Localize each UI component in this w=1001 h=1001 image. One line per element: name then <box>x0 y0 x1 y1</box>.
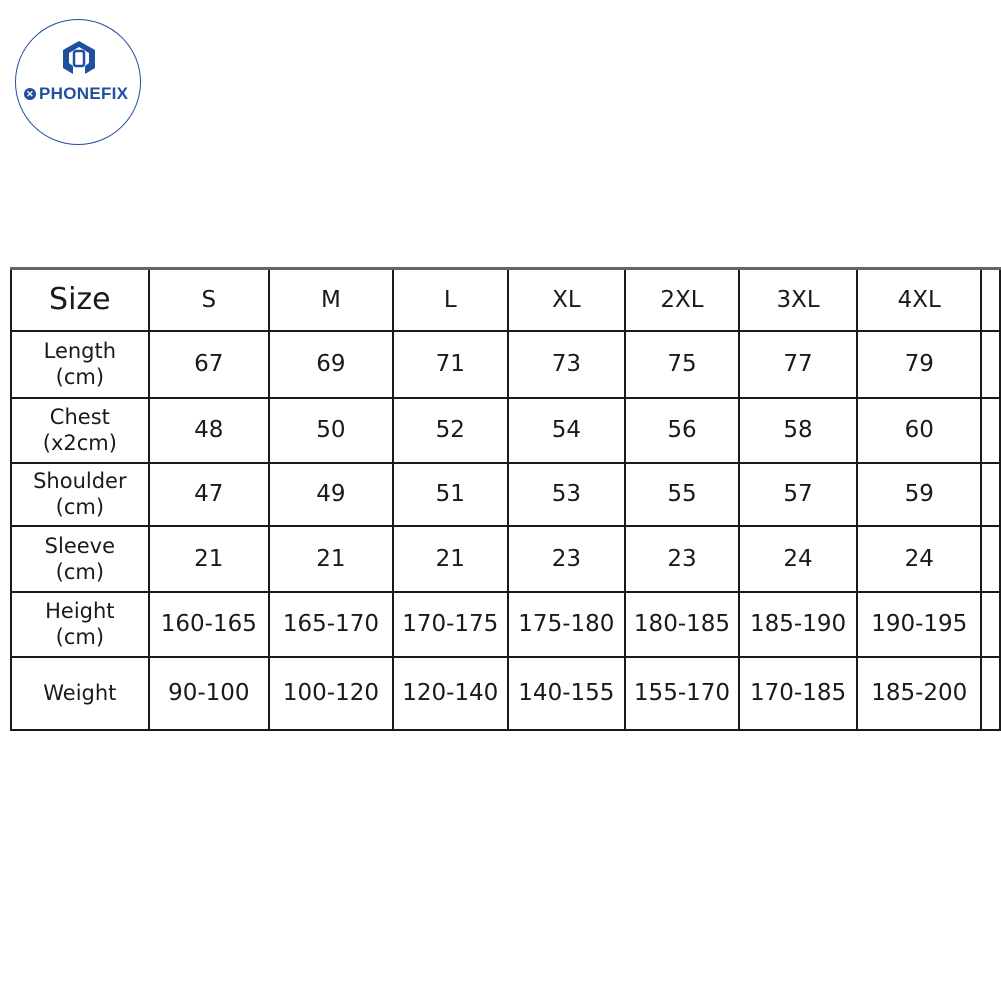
size-header-4XL: 4XL <box>856 267 983 332</box>
value-cell: 47 <box>147 461 270 527</box>
brand-name: PHONEFIX <box>39 84 129 103</box>
x-icon: ✕ <box>24 88 36 100</box>
row-label: Chest (x2cm) <box>10 396 150 464</box>
size-label: Size <box>10 267 150 332</box>
measure-name: Height <box>45 599 115 623</box>
measure-unit: (cm) <box>55 495 105 519</box>
size-chart-table: Size S M L XL 2XL 3XL 4XL Length (cm) 67 69 71 73 75 77… <box>10 267 1001 731</box>
cut-off-cell <box>980 396 1001 464</box>
value-cell: 21 <box>391 524 509 593</box>
value-cell: 170-185 <box>737 655 859 731</box>
value-cell: 23 <box>506 524 627 593</box>
cut-off-cell <box>980 267 1001 332</box>
value-cell: 165-170 <box>267 590 394 658</box>
value-cell: 79 <box>856 329 983 399</box>
value-cell: 21 <box>147 524 270 593</box>
phone-wrench-icon <box>63 41 95 74</box>
value-cell: 73 <box>506 329 627 399</box>
row-label: Sleeve (cm) <box>10 524 150 593</box>
value-cell: 51 <box>391 461 509 527</box>
value-cell: 175-180 <box>506 590 627 658</box>
phonefix-logo: ✕ PHONEFIX <box>15 19 141 145</box>
value-cell: 50 <box>267 396 394 464</box>
row-label: Shoulder (cm) <box>10 461 150 527</box>
value-cell: 24 <box>737 524 859 593</box>
size-header-L: L <box>391 267 509 332</box>
measure-unit: (cm) <box>55 625 105 649</box>
measure-unit: (x2cm) <box>42 431 117 455</box>
table-row: Sleeve (cm) 21 21 21 23 23 24 24 <box>10 524 1001 593</box>
value-cell: 24 <box>856 524 983 593</box>
value-cell: 190-195 <box>856 590 983 658</box>
row-label: Length (cm) <box>10 329 150 399</box>
value-cell: 58 <box>737 396 859 464</box>
row-label: Height (cm) <box>10 590 150 658</box>
size-header-3XL: 3XL <box>737 267 859 332</box>
measure-name: Chest <box>49 405 110 429</box>
measure-name: Sleeve <box>44 533 116 558</box>
value-cell: 49 <box>267 461 394 527</box>
size-header-XL: XL <box>506 267 627 332</box>
table-row: Shoulder (cm) 47 49 51 53 55 57 59 <box>10 461 1001 527</box>
value-cell: 59 <box>856 461 983 527</box>
value-cell: 71 <box>391 329 509 399</box>
value-cell: 160-165 <box>147 590 270 658</box>
table-row: Length (cm) 67 69 71 73 75 77 79 <box>10 329 1001 399</box>
cut-off-cell <box>980 329 1001 399</box>
cut-off-cell <box>980 590 1001 658</box>
measure-name: Weight <box>43 681 117 705</box>
value-cell: 60 <box>856 396 983 464</box>
cut-off-cell <box>980 655 1001 731</box>
value-cell: 77 <box>737 329 859 399</box>
value-cell: 55 <box>624 461 740 527</box>
size-header-2XL: 2XL <box>624 267 740 332</box>
measure-unit: (cm) <box>55 559 105 584</box>
value-cell: 140-155 <box>506 655 627 731</box>
measure-unit: (cm) <box>55 365 105 389</box>
value-cell: 52 <box>391 396 509 464</box>
value-cell: 48 <box>147 396 270 464</box>
value-cell: 53 <box>506 461 627 527</box>
header-row: Size S M L XL 2XL 3XL 4XL <box>10 267 1001 332</box>
logo-wordmark: ✕ PHONEFIX <box>24 84 128 104</box>
value-cell: 185-200 <box>856 655 983 731</box>
value-cell: 69 <box>267 329 394 399</box>
value-cell: 56 <box>624 396 740 464</box>
value-cell: 100-120 <box>267 655 394 731</box>
value-cell: 67 <box>147 329 270 399</box>
size-header-S: S <box>147 267 270 332</box>
value-cell: 57 <box>737 461 859 527</box>
value-cell: 90-100 <box>147 655 270 731</box>
size-header-M: M <box>267 267 394 332</box>
row-label: Weight <box>10 655 150 731</box>
cut-off-cell <box>980 461 1001 527</box>
value-cell: 180-185 <box>624 590 740 658</box>
value-cell: 23 <box>624 524 740 593</box>
table-row: Height (cm) 160-165 165-170 170-175 175-180 18… <box>10 590 1001 658</box>
value-cell: 170-175 <box>391 590 509 658</box>
measure-name: Shoulder <box>33 469 127 493</box>
cut-off-cell <box>980 524 1001 593</box>
value-cell: 75 <box>624 329 740 399</box>
value-cell: 120-140 <box>391 655 509 731</box>
table-row: Weight 90-100 100-120 120-140 140-155 155-170… <box>10 655 1001 731</box>
value-cell: 21 <box>267 524 394 593</box>
table-row: Chest (x2cm) 48 50 52 54 56 58 60 <box>10 396 1001 464</box>
value-cell: 185-190 <box>737 590 859 658</box>
value-cell: 155-170 <box>624 655 740 731</box>
value-cell: 54 <box>506 396 627 464</box>
measure-name: Length <box>43 339 117 363</box>
